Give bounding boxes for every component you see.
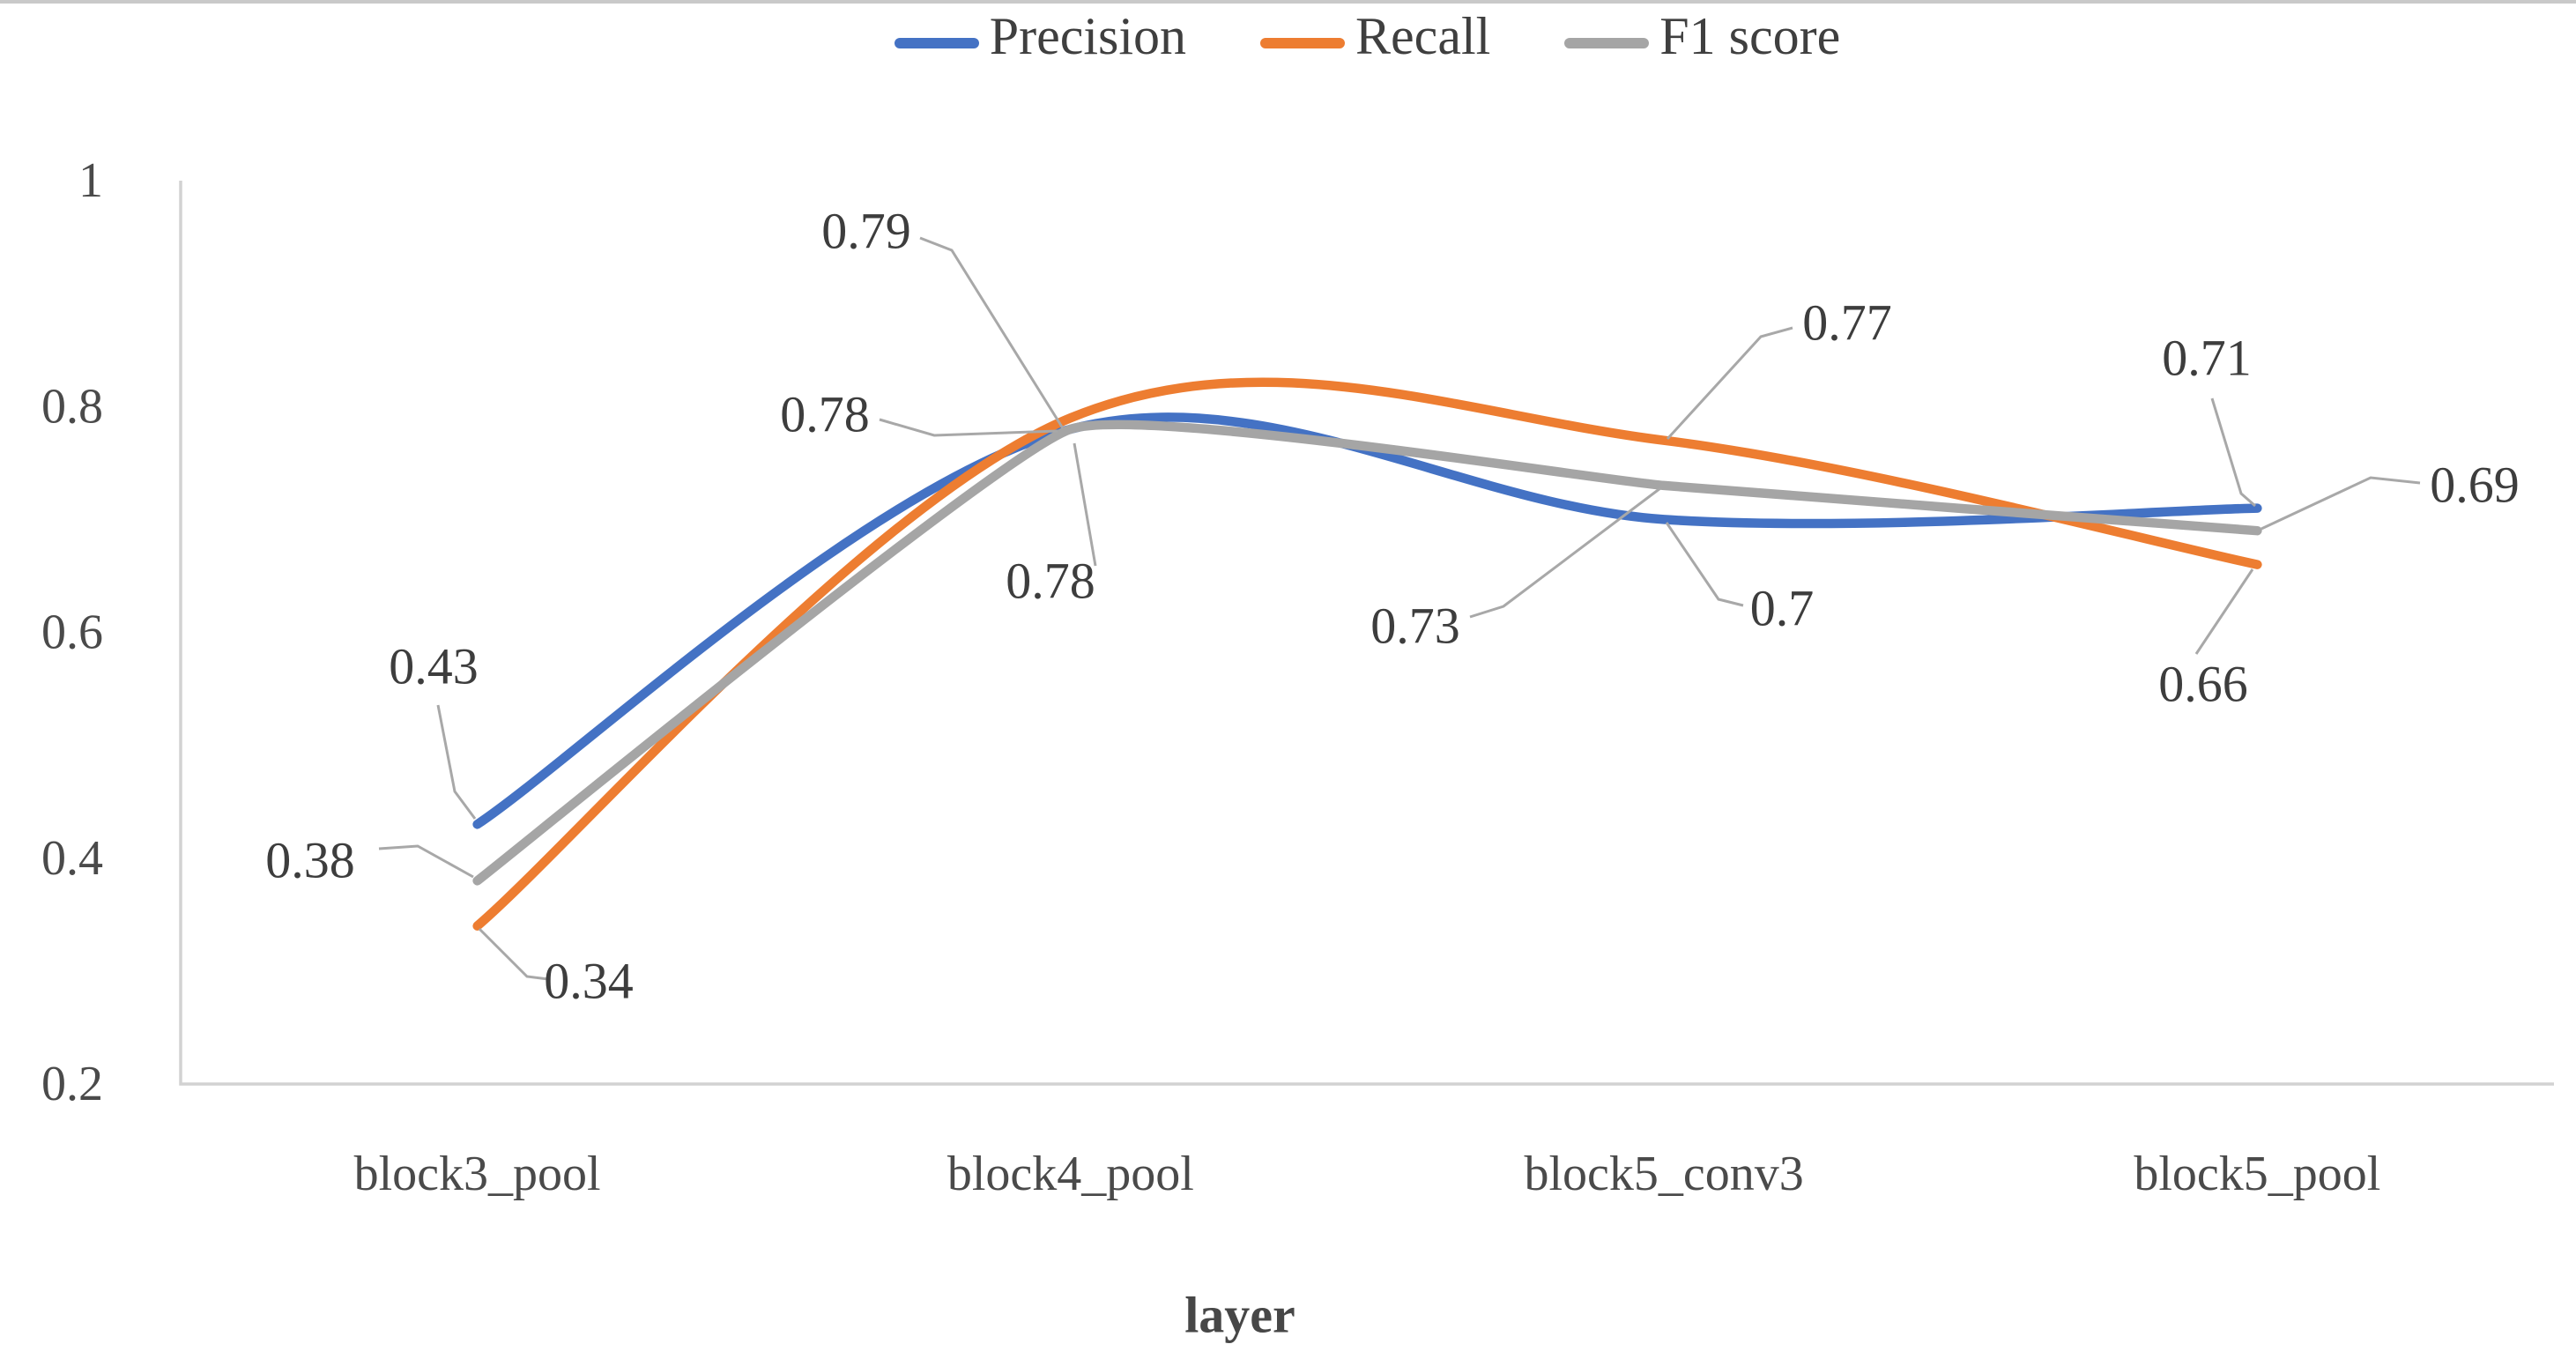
data-label-leader-lines (378, 236, 2421, 981)
x-axis-category-labels: block3_pool block4_pool block5_conv3 block5… (354, 1147, 2381, 1201)
legend-swatch-f1-score-line (1564, 38, 1650, 48)
legend-item-f1-score: F1 score (1564, 7, 1840, 65)
leader-line-recall-0 (478, 927, 549, 981)
x-category-label-block4_pool: block4_pool (947, 1147, 1194, 1201)
series-line-precision (472, 412, 2262, 829)
leader-line-f1-score-3 (2260, 476, 2421, 531)
series-lines (472, 377, 2262, 931)
legend-swatch-precision-line (894, 38, 979, 48)
data-label-precision-2: 0.7 (1750, 580, 1815, 637)
legend-item-recall: Recall (1260, 7, 1490, 65)
y-tick-label-1: 1 (78, 153, 103, 208)
data-label-recall-3: 0.66 (2158, 656, 2248, 713)
y-tick-label-0.4: 0.4 (41, 831, 103, 886)
leader-line-f1-score-2 (1469, 486, 1661, 619)
y-tick-label-0.8: 0.8 (41, 379, 103, 434)
figure-top-border (0, 0, 2576, 4)
series-line-recall (472, 377, 2262, 931)
data-labels: 0.43 0.38 0.34 0.79 0.78 0.78 0.77 0.73 0.7 0.71 0… (265, 203, 2520, 1010)
data-label-f1-score-0: 0.38 (265, 832, 355, 889)
legend-label-precision: Precision (989, 7, 1187, 65)
legend-swatch-recall-line (1260, 38, 1346, 48)
leader-line-recall-1 (919, 236, 1065, 429)
leader-line-f1-score-0 (378, 844, 474, 879)
data-label-f1-score-1: 0.78 (1006, 553, 1095, 610)
chart-legend: Precision Recall F1 score (181, 7, 2554, 65)
data-label-precision-3: 0.71 (2162, 330, 2252, 387)
leader-line-recall-2 (1666, 326, 1793, 441)
legend-label-recall: Recall (1355, 7, 1491, 65)
series-line-f1-score (472, 420, 2262, 886)
axes (179, 181, 2554, 1086)
x-axis-title: layer (1184, 1287, 1295, 1344)
legend-label-f1-score: F1 score (1659, 7, 1841, 65)
leader-line-f1-score-1 (1073, 442, 1097, 567)
leader-line-recall-3 (2194, 568, 2254, 655)
leader-line-precision-2 (1665, 522, 1744, 607)
leader-line-precision-3 (2210, 397, 2256, 508)
x-category-label-block3_pool: block3_pool (354, 1147, 601, 1201)
data-label-recall-2: 0.77 (1802, 294, 1892, 352)
leader-line-precision-0 (436, 704, 477, 820)
legend-item-precision: Precision (894, 7, 1187, 65)
y-axis-tick-labels: 1 0.8 0.6 0.4 0.2 (41, 153, 103, 1111)
y-tick-label-0.6: 0.6 (41, 605, 103, 660)
data-label-f1-score-2: 0.73 (1370, 598, 1460, 655)
y-tick-label-0.2: 0.2 (41, 1057, 103, 1111)
x-category-label-block5_pool: block5_pool (2134, 1147, 2380, 1201)
data-label-recall-0: 0.34 (544, 953, 634, 1010)
data-label-precision-0: 0.43 (389, 638, 479, 695)
data-label-f1-score-3: 0.69 (2430, 457, 2520, 514)
data-label-precision-1: 0.78 (780, 386, 870, 443)
data-label-recall-1: 0.79 (821, 203, 911, 260)
x-category-label-block5_conv3: block5_conv3 (1524, 1147, 1803, 1201)
leader-line-precision-1 (879, 418, 1058, 437)
axis-lines (179, 181, 2554, 1086)
